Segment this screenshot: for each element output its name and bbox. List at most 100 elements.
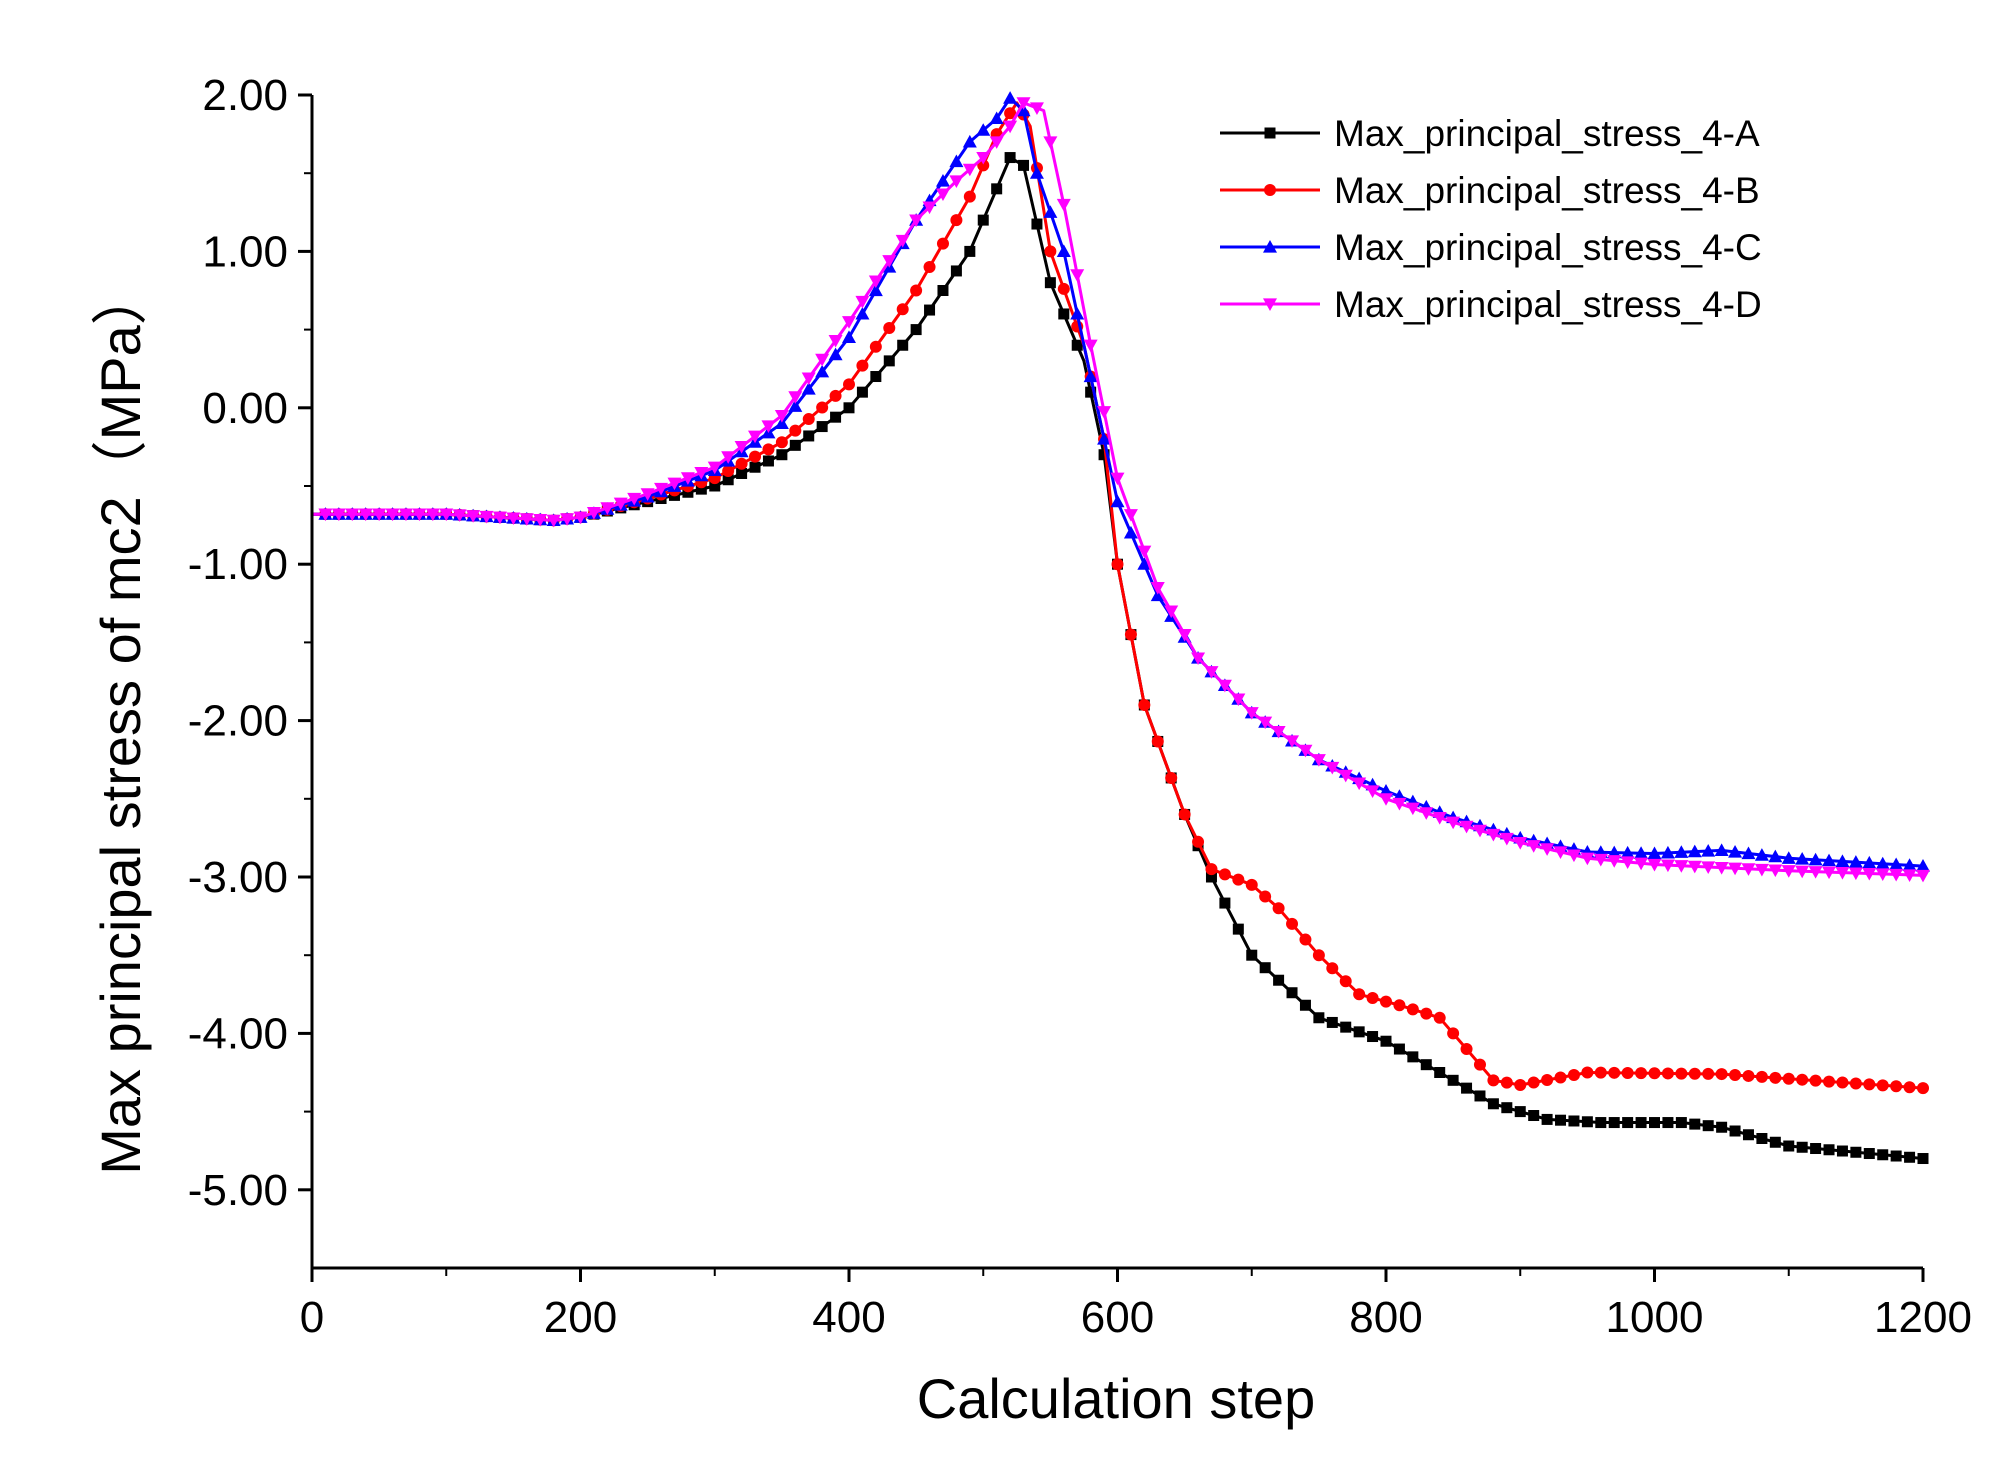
data-point: [1299, 999, 1311, 1011]
data-point: [1407, 1051, 1419, 1063]
data-point: [816, 401, 829, 414]
legend-label: Max_principal_stress_4-A: [1334, 113, 1760, 154]
data-point: [1514, 1079, 1527, 1092]
data-point: [897, 339, 909, 351]
data-point: [1595, 1117, 1607, 1129]
data-point: [1313, 1012, 1325, 1024]
data-point: [843, 402, 855, 414]
data-point: [950, 214, 963, 227]
data-point: [842, 316, 856, 329]
data-point: [1836, 1076, 1849, 1089]
data-point: [1258, 716, 1273, 730]
legend-item: Max_principal_stress_4-D: [1220, 284, 1762, 325]
data-point: [1581, 1116, 1593, 1128]
data-point: [734, 440, 749, 454]
data-point: [1110, 494, 1125, 508]
data-point: [882, 255, 897, 268]
data-point: [1286, 987, 1298, 999]
data-point: [1191, 652, 1206, 666]
data-point: [1594, 1066, 1607, 1079]
data-point: [1165, 771, 1178, 784]
data-point: [519, 513, 534, 526]
data-point: [1044, 277, 1056, 289]
data-point: [1795, 865, 1810, 879]
data-point: [1541, 1074, 1554, 1087]
data-point: [1808, 852, 1823, 866]
data-point: [479, 510, 494, 524]
data-point: [962, 163, 977, 177]
data-point: [1647, 846, 1662, 860]
data-point: [1205, 871, 1217, 883]
data-point: [1741, 846, 1756, 860]
data-point: [1783, 1140, 1795, 1152]
data-point: [1674, 845, 1689, 858]
data-point: [1903, 1081, 1916, 1094]
x-tick-label: 200: [544, 1293, 617, 1342]
data-point: [1620, 856, 1635, 869]
data-point: [1245, 878, 1258, 891]
data-point: [1070, 306, 1085, 320]
data-point: [1567, 1069, 1580, 1082]
data-point: [1769, 1136, 1781, 1148]
data-point: [1272, 902, 1285, 915]
data-point: [802, 413, 815, 426]
data-point: [1607, 855, 1622, 868]
x-tick-label: 800: [1349, 1293, 1422, 1342]
data-point: [1406, 1003, 1419, 1016]
y-tick-label: 2.00: [202, 71, 288, 120]
data-point: [1889, 868, 1904, 882]
data-point: [466, 510, 481, 523]
data-point: [977, 214, 989, 226]
data-point: [385, 508, 400, 522]
data-point: [1876, 1079, 1889, 1092]
data-point: [1702, 1067, 1715, 1080]
data-point: [722, 464, 735, 477]
data-point: [345, 508, 360, 522]
data-point: [1353, 988, 1366, 1001]
data-point: [1352, 777, 1367, 791]
data-point: [1728, 844, 1743, 858]
data-point: [868, 275, 883, 289]
data-point: [1755, 1070, 1768, 1083]
y-tick-label: -2.00: [188, 697, 288, 746]
data-point: [1085, 386, 1097, 398]
data-point: [1137, 557, 1152, 570]
data-point: [1875, 868, 1890, 882]
data-point: [694, 466, 709, 480]
x-tick-label: 1000: [1606, 1293, 1704, 1342]
data-point: [627, 492, 642, 506]
data-point: [936, 237, 949, 250]
data-point: [964, 245, 976, 257]
data-point: [1902, 858, 1917, 871]
data-point: [895, 234, 910, 248]
data-point: [1433, 1011, 1446, 1024]
data-point: [1137, 545, 1152, 559]
data-point: [1890, 1150, 1902, 1162]
data-point: [789, 439, 801, 451]
data-point: [842, 330, 856, 344]
x-tick-label: 400: [812, 1293, 885, 1342]
data-point: [1029, 102, 1044, 116]
data-point: [1192, 835, 1205, 848]
data-point: [695, 483, 707, 495]
data-point: [1648, 1067, 1661, 1080]
data-point: [452, 509, 467, 522]
data-point: [1810, 1143, 1822, 1155]
data-point: [1635, 1067, 1648, 1080]
data-point: [1016, 97, 1031, 110]
data-point: [949, 175, 964, 189]
data-point: [1701, 861, 1716, 874]
data-point: [828, 334, 843, 348]
data-point: [1083, 339, 1098, 353]
data-point: [1566, 849, 1581, 863]
data-point: [989, 111, 1004, 125]
data-point: [439, 508, 454, 522]
data-point: [1741, 863, 1756, 876]
data-point: [935, 174, 950, 187]
data-point: [1917, 1153, 1929, 1165]
data-point: [775, 436, 788, 449]
data-point: [1419, 807, 1434, 820]
data-point: [1461, 1082, 1473, 1094]
data-point: [1271, 725, 1286, 739]
